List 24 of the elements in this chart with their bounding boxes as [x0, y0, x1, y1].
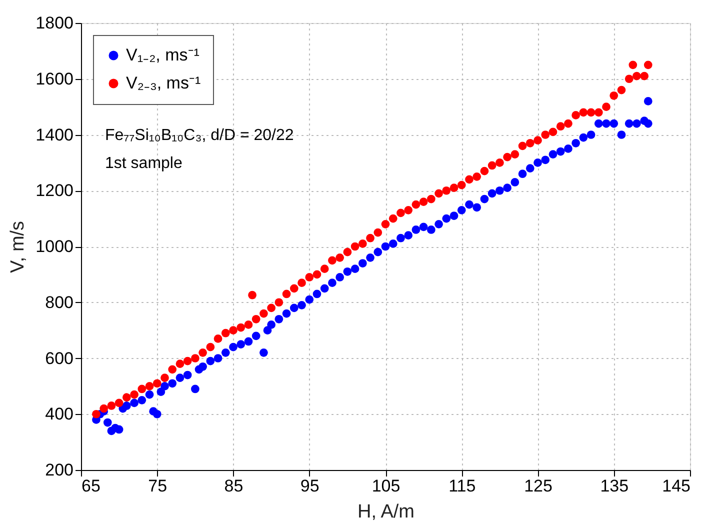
x-tick-label: 95 [300, 476, 320, 496]
y-axis-title: V, m/s [8, 220, 29, 274]
y-tick-label: 400 [45, 404, 74, 424]
y-tick-label: 800 [45, 292, 74, 312]
y-tick-label: 1400 [36, 125, 74, 144]
y-tick-label: 600 [45, 348, 74, 368]
y-tick-label: 1200 [36, 181, 74, 200]
annotation: Fe₇₇Si₁₀B₁₀C₃, d/D = 20/22 [105, 127, 294, 144]
x-tick-label: 115 [448, 476, 476, 496]
x-tick-label: 125 [524, 476, 552, 496]
y-tick-label: 1000 [36, 237, 74, 256]
x-axis-title: H, A/m [357, 502, 415, 522]
legend-label: V₂₋₃, ms⁻¹ [126, 74, 201, 92]
y-tick-label: 1800 [36, 14, 74, 32]
legend-label: V₁₋₂, ms⁻¹ [126, 46, 200, 64]
y-tick-label: 200 [45, 460, 74, 480]
x-tick-label: 145 [662, 476, 690, 496]
x-tick-label: 105 [372, 476, 400, 496]
x-tick-label: 65 [82, 476, 100, 496]
x-tick-label: 85 [224, 476, 244, 496]
x-tick-label: 75 [148, 476, 168, 496]
y-tick-label: 1600 [36, 69, 74, 88]
annotation: 1st sample [105, 155, 182, 172]
x-tick-label: 135 [600, 476, 629, 496]
